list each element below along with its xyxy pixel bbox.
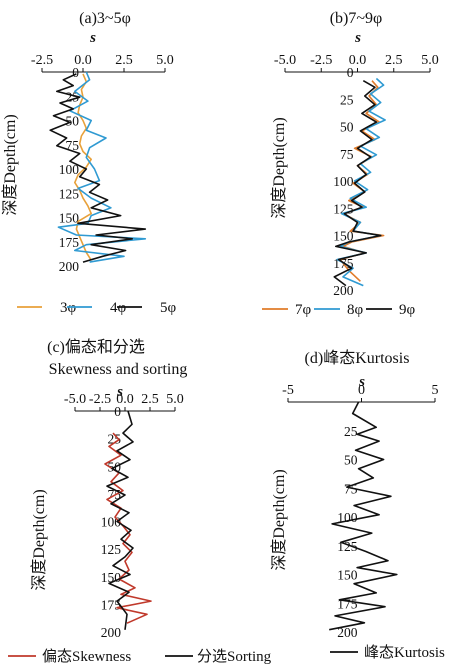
- y-tick-label: 125: [59, 186, 80, 201]
- y-tick-label: 200: [59, 259, 80, 274]
- legend-label: 峰态Kurtosis: [364, 644, 445, 661]
- legend-label: 分选Sorting: [197, 648, 272, 665]
- series-line: [106, 410, 134, 630]
- x-tick-label: -2.5: [89, 392, 111, 407]
- x-tick-label: 5: [432, 383, 439, 398]
- panel-b-legend: 7φ 8φ 9φ: [262, 302, 416, 318]
- y-tick-label: 25: [344, 424, 358, 439]
- x-tick-label: 0.0: [349, 53, 367, 68]
- x-tick-label: -2.5: [31, 53, 53, 68]
- panel-a-series: [49, 71, 147, 263]
- y-tick-label: 100: [333, 174, 354, 189]
- panel-c-series: [104, 410, 152, 630]
- panel-d-title: (d)峰态Kurtosis: [305, 349, 410, 367]
- x-tick-label: 2.5: [385, 53, 403, 68]
- y-tick-label: 200: [333, 283, 354, 298]
- y-tick-label: 0: [72, 65, 79, 80]
- x-tick-label: 5.0: [156, 53, 174, 68]
- y-tick-label: 50: [340, 120, 354, 135]
- y-tick-label: 150: [337, 568, 358, 583]
- y-tick-label: 125: [101, 542, 122, 557]
- x-tick-label: -2.5: [310, 53, 332, 68]
- panel-c-legend: 偏态Skewness 分选Sorting: [8, 648, 272, 665]
- panel-d-y-axis-label: 深度Depth(cm): [270, 469, 288, 570]
- y-tick-label: 200: [337, 625, 358, 640]
- y-tick-label: 25: [108, 432, 122, 447]
- legend-label: 5φ: [160, 300, 177, 316]
- y-tick-label: 175: [59, 235, 80, 250]
- legend-label: 3φ: [60, 300, 77, 316]
- panel-d-legend: 峰态Kurtosis: [330, 644, 445, 661]
- y-tick-label: 50: [344, 453, 358, 468]
- series-line: [329, 401, 398, 631]
- x-tick-label: 0.0: [116, 392, 134, 407]
- panel-c-x-axis-label: s: [116, 384, 123, 400]
- x-tick-label: -5.0: [274, 53, 296, 68]
- panel-c-title: (c)偏态和分选: [47, 338, 145, 356]
- series-line: [104, 432, 152, 624]
- panel-a-title: (a)3~5φ: [79, 10, 131, 27]
- panel-b-x-axis-label: s: [354, 30, 361, 46]
- panel-c-y-axis-label: 深度Depth(cm): [30, 489, 48, 590]
- y-tick-label: 25: [340, 92, 354, 107]
- y-tick-label: 175: [101, 597, 122, 612]
- y-tick-label: 150: [333, 229, 354, 244]
- x-tick-label: 0.0: [74, 53, 92, 68]
- y-tick-label: 50: [66, 114, 80, 129]
- panel-d-series: [329, 401, 398, 631]
- panel-b-grain-size-7-9phi: (b)7~9φ s 深度Depth(cm) -5.0 -2.5 0.0 2.5 5.0 0…: [262, 10, 439, 318]
- y-tick-label: 75: [340, 147, 354, 162]
- y-tick-label: 0: [347, 65, 354, 80]
- x-tick-label: 0: [358, 383, 365, 398]
- panel-c-skewness-sorting: (c)偏态和分选 Skewness and sorting s 深度Depth(…: [8, 338, 272, 665]
- panel-b-title: (b)7~9φ: [330, 10, 383, 27]
- legend-label: 8φ: [347, 302, 364, 318]
- y-tick-label: 100: [59, 162, 80, 177]
- y-tick-label: 150: [59, 211, 80, 226]
- y-tick-label: 0: [114, 404, 121, 419]
- legend-label: 偏态Skewness: [42, 648, 131, 665]
- panel-b-series: [333, 77, 386, 287]
- x-tick-label: -5: [282, 383, 294, 398]
- panel-a-x-axis-label: s: [89, 30, 96, 46]
- x-tick-label: 2.5: [141, 392, 159, 407]
- x-tick-label: 2.5: [115, 53, 133, 68]
- panel-a-y-axis-label: 深度Depth(cm): [1, 114, 19, 215]
- legend-label: 7φ: [295, 302, 312, 318]
- x-tick-label: -5.0: [64, 392, 86, 407]
- legend-label: 9φ: [399, 302, 416, 318]
- x-tick-label: 5.0: [421, 53, 439, 68]
- panel-c-subtitle: Skewness and sorting: [49, 361, 188, 378]
- panel-a-legend: 3φ 4φ 5φ: [17, 300, 177, 316]
- series-line: [333, 80, 382, 287]
- series-line: [49, 73, 147, 263]
- legend-label: 4φ: [110, 300, 127, 316]
- panel-a-grain-size-3-5phi: (a)3~5φ s 深度Depth(cm) -2.5 0.0 2.5 5.002550…: [1, 10, 177, 316]
- panel-d-kurtosis: (d)峰态Kurtosis s 深度Depth(cm) -5 0 525507510…: [270, 349, 445, 661]
- panel-d-x-axis-label: s: [358, 374, 365, 390]
- y-tick-label: 200: [101, 625, 122, 640]
- panel-b-y-axis-label: 深度Depth(cm): [270, 117, 288, 218]
- x-tick-label: 5.0: [166, 392, 184, 407]
